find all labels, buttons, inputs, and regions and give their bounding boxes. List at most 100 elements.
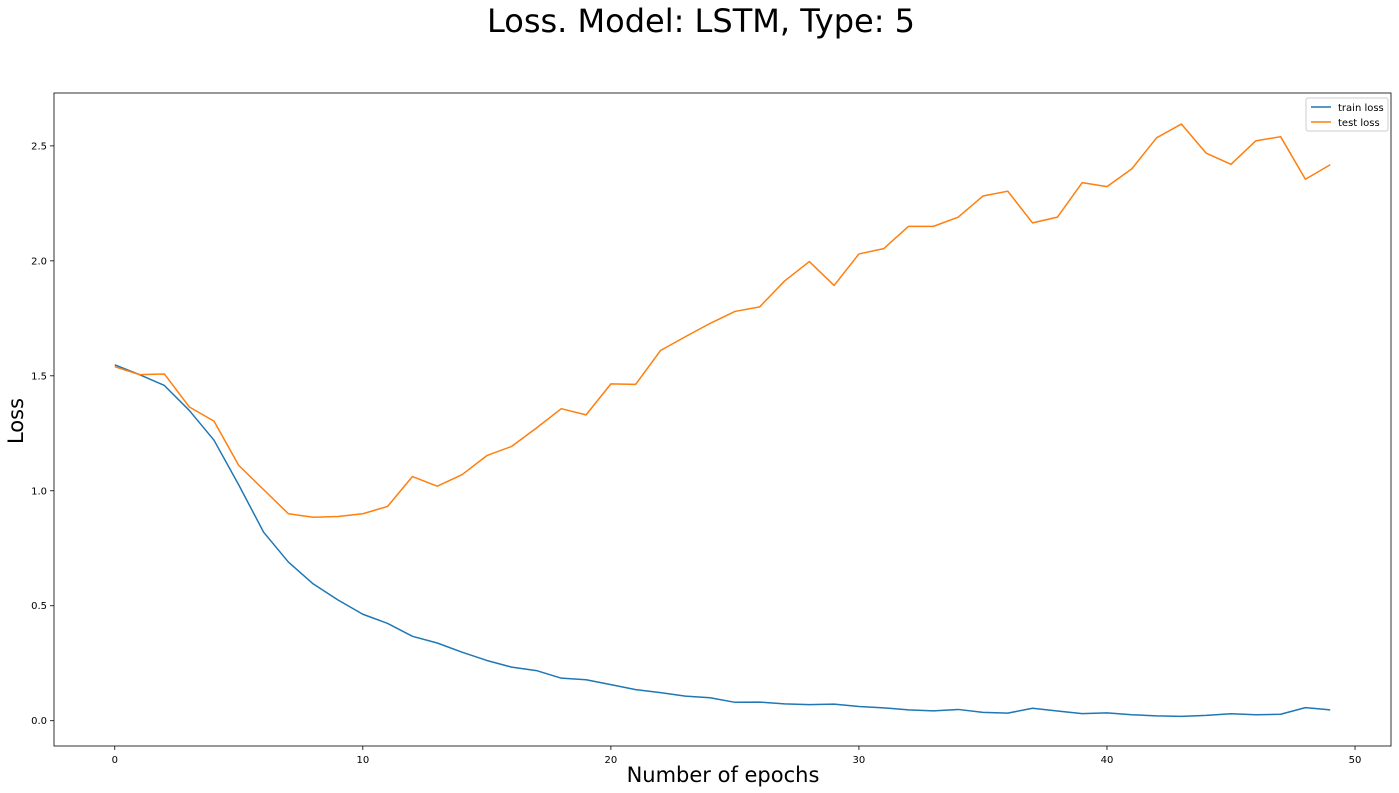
data-point-test-loss [560, 407, 562, 409]
y-tick-label: 0.5 [31, 601, 47, 612]
data-point-test-loss [461, 473, 463, 475]
data-point-test-loss [535, 427, 537, 429]
data-point-test-loss [436, 485, 438, 487]
data-point-test-loss [883, 247, 885, 249]
data-point-train-loss [709, 697, 711, 699]
data-point-train-loss [1230, 713, 1232, 715]
data-point-train-loss [759, 701, 761, 703]
data-point-test-loss [337, 515, 339, 517]
data-point-train-loss [337, 599, 339, 601]
data-point-train-loss [1031, 707, 1033, 709]
x-tick-label: 40 [1101, 755, 1114, 766]
data-point-test-loss [833, 284, 835, 286]
data-point-test-loss [188, 406, 190, 408]
x-axis-ticks: 0 10 20 30 40 50 [112, 746, 1362, 766]
data-point-test-loss [1106, 185, 1108, 187]
data-point-test-loss [1255, 140, 1257, 142]
data-point-train-loss [411, 635, 413, 637]
data-point-train-loss [312, 583, 314, 585]
data-point-test-loss [1304, 178, 1306, 180]
data-point-test-loss [808, 260, 810, 262]
data-point-test-loss [759, 306, 761, 308]
data-point-train-loss [932, 710, 934, 712]
data-point-train-loss [907, 709, 909, 711]
chart-title: Loss. Model: LSTM, Type: 5 [487, 2, 915, 40]
plot-frame [53, 92, 1392, 747]
y-tick-label: 1.0 [31, 486, 47, 497]
data-point-train-loss [634, 688, 636, 690]
data-point-test-loss [1230, 163, 1232, 165]
data-point-test-loss [163, 373, 165, 375]
data-point-train-loss [1155, 715, 1157, 717]
data-point-test-loss [138, 373, 140, 375]
data-point-test-loss [585, 414, 587, 416]
data-point-test-loss [1031, 222, 1033, 224]
data-point-test-loss [262, 488, 264, 490]
data-point-train-loss [808, 703, 810, 705]
data-point-train-loss [1081, 712, 1083, 714]
data-point-train-loss [436, 642, 438, 644]
data-point-test-loss [957, 216, 959, 218]
data-point-test-loss [1329, 164, 1331, 166]
data-point-train-loss [1056, 710, 1058, 712]
legend-label-test-loss: test loss [1338, 118, 1380, 129]
y-axis-label: Loss [4, 398, 28, 444]
data-point-train-loss [883, 707, 885, 709]
data-point-test-loss [1131, 168, 1133, 170]
data-point-test-loss [858, 253, 860, 255]
data-point-train-loss [535, 669, 537, 671]
data-point-train-loss [1131, 714, 1133, 716]
data-point-test-loss [362, 513, 364, 515]
data-point-test-loss [1279, 135, 1281, 137]
data-point-train-loss [1279, 713, 1281, 715]
data-point-test-loss [213, 420, 215, 422]
data-point-test-loss [982, 195, 984, 197]
data-point-test-loss [634, 383, 636, 385]
data-point-test-loss [1056, 216, 1058, 218]
series-lines [114, 123, 1331, 718]
data-point-test-loss [411, 475, 413, 477]
data-point-train-loss [659, 691, 661, 693]
data-point-train-loss [386, 622, 388, 624]
data-point-train-loss [982, 711, 984, 713]
y-tick-label: 0.0 [31, 716, 47, 727]
y-axis-ticks: 0.0 0.5 1.0 1.5 2.0 2.5 [31, 141, 54, 727]
data-point-test-loss [734, 310, 736, 312]
x-tick-label: 10 [356, 755, 369, 766]
data-point-train-loss [1180, 715, 1182, 717]
data-point-train-loss [213, 439, 215, 441]
series-line-test-loss [114, 123, 1331, 518]
series-line-train-loss [114, 364, 1331, 718]
legend-label-train-loss: train loss [1338, 103, 1384, 114]
data-point-train-loss [362, 613, 364, 615]
data-point-test-loss [486, 454, 488, 456]
data-point-train-loss [163, 384, 165, 386]
data-point-test-loss [1007, 190, 1009, 192]
y-tick-label: 1.5 [31, 371, 47, 382]
data-point-test-loss [510, 445, 512, 447]
data-point-train-loss [1106, 712, 1108, 714]
data-point-train-loss [238, 484, 240, 486]
data-point-train-loss [1304, 706, 1306, 708]
x-tick-label: 50 [1349, 755, 1362, 766]
data-point-train-loss [858, 705, 860, 707]
data-point-test-loss [907, 225, 909, 227]
data-point-train-loss [585, 679, 587, 681]
data-point-test-loss [709, 322, 711, 324]
data-point-train-loss [1205, 714, 1207, 716]
data-point-train-loss [1255, 714, 1257, 716]
data-point-train-loss [560, 677, 562, 679]
data-point-test-loss [386, 505, 388, 507]
data-point-train-loss [734, 701, 736, 703]
data-point-train-loss [486, 659, 488, 661]
y-tick-label: 2.0 [31, 256, 47, 267]
data-point-train-loss [262, 531, 264, 533]
data-point-train-loss [684, 695, 686, 697]
data-point-train-loss [783, 703, 785, 705]
data-point-test-loss [1155, 137, 1157, 139]
data-point-test-loss [1081, 181, 1083, 183]
x-tick-label: 0 [112, 755, 118, 766]
legend: train loss test loss [1305, 97, 1389, 132]
data-point-train-loss [957, 708, 959, 710]
